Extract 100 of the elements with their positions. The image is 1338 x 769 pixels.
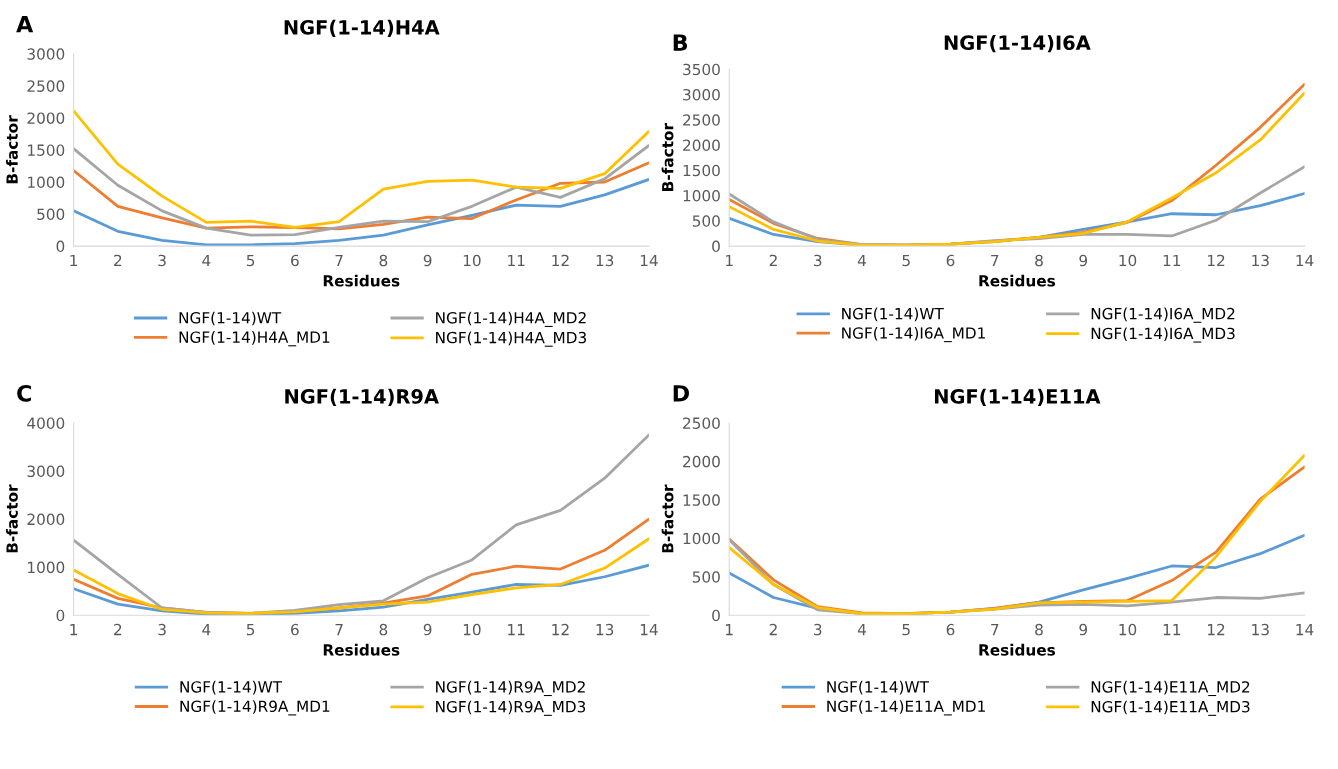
- x-tick-label: 1: [726, 624, 733, 636]
- x-tick-label: 10: [1119, 254, 1137, 267]
- y-axis-title: B-factor: [661, 123, 674, 191]
- x-tick-label: 5: [246, 624, 255, 636]
- x-tick-label: 2: [114, 254, 122, 267]
- y-tick-label: 2000: [683, 139, 720, 152]
- y-tick-label: 1000: [28, 561, 65, 574]
- y-tick-label: 3500: [683, 63, 720, 76]
- x-tick-label: 9: [423, 623, 432, 636]
- text: C: [17, 384, 31, 402]
- x-tick-label: 9: [1079, 254, 1088, 267]
- x-tick-label: 5: [902, 624, 910, 636]
- chart-title: NGF(1-14)I6A: [944, 35, 1091, 53]
- y-tick-label: 1500: [683, 164, 720, 177]
- y-tick-label: 2500: [27, 80, 65, 92]
- x-tick-label: 11: [508, 624, 525, 636]
- chart-title: NGF(1-14)R9A: [285, 388, 439, 407]
- x-tick-label: 11: [1163, 624, 1181, 636]
- x-tick-label: 2: [769, 623, 777, 636]
- x-tick-label: 8: [1035, 623, 1043, 636]
- x-tick-label: 5: [902, 254, 910, 267]
- x-tick-label: 4: [857, 254, 866, 267]
- x-tick-label: 12: [1207, 254, 1225, 267]
- legend-label: NGF(1-14)I6A_MD3: [1091, 327, 1235, 343]
- y-tick-label: 0: [712, 240, 720, 253]
- y-tick-label: 3000: [27, 48, 65, 60]
- x-tick-label: 1: [70, 624, 78, 636]
- x-tick-label: 13: [1252, 623, 1269, 636]
- x-axis-title: Residues: [979, 274, 1056, 287]
- x-tick-label: 3: [158, 623, 166, 636]
- x-tick-label: 10: [463, 254, 481, 267]
- y-tick-label: 1500: [28, 144, 65, 156]
- y-tick-label: 500: [692, 571, 720, 583]
- y-tick-label: 0: [712, 609, 720, 622]
- text: B: [673, 34, 688, 51]
- x-tick-label: 13: [596, 254, 614, 267]
- legend-label: NGF(1-14)I6A_MD2: [1091, 307, 1235, 323]
- x-tick-label: 1: [70, 254, 78, 267]
- x-tick-label: 4: [857, 624, 866, 636]
- legend-label: NGF(1-14)E11A_MD2: [1091, 680, 1250, 697]
- y-tick-label: 1000: [683, 532, 720, 545]
- legend-label: NGF(1-14)H4A_MD2: [436, 311, 586, 327]
- x-tick-label: 3: [814, 623, 822, 636]
- y-axis-title: B-factor: [661, 484, 674, 553]
- y-tick-label: 500: [692, 215, 720, 227]
- x-tick-label: 12: [552, 623, 569, 636]
- y-axis-title: B-factor: [6, 115, 18, 184]
- x-tick-label: 7: [335, 624, 343, 636]
- x-axis-title: Residues: [323, 274, 400, 287]
- x-tick-label: 13: [1252, 254, 1269, 267]
- y-tick-label: 0: [56, 609, 65, 622]
- x-tick-label: 6: [291, 254, 299, 267]
- x-tick-label: 14: [640, 254, 658, 267]
- x-tick-label: 7: [335, 254, 343, 267]
- legend-label: NGF(1-14)R9A_MD1: [180, 700, 330, 716]
- y-axis-title: B-factor: [6, 484, 18, 553]
- x-tick-label: 9: [1079, 623, 1088, 636]
- x-tick-label: 7: [991, 254, 999, 267]
- legend-label: NGF(1-14)WT: [842, 307, 944, 322]
- x-tick-label: 13: [596, 623, 614, 636]
- x-tick-label: 5: [246, 254, 255, 267]
- x-tick-label: 4: [202, 254, 211, 267]
- chart-title: NGF(1-14)E11A: [935, 388, 1101, 407]
- y-tick-label: 4000: [27, 417, 65, 429]
- x-tick-label: 2: [114, 623, 122, 636]
- y-tick-label: 3000: [27, 465, 65, 478]
- y-tick-label: 2000: [683, 455, 720, 468]
- y-tick-label: 2000: [27, 513, 65, 526]
- y-tick-label: 500: [37, 208, 65, 221]
- legend-label: NGF(1-14)H4A_MD1: [179, 331, 330, 347]
- y-tick-label: 2500: [683, 114, 720, 126]
- x-tick-label: 8: [379, 623, 388, 636]
- legend-label: NGF(1-14)R9A_MD2: [436, 680, 585, 697]
- legend-label: NGF(1-14)WT: [827, 680, 929, 695]
- legend-label: NGF(1-14)I6A_MD1: [842, 326, 985, 343]
- x-tick-label: 1: [726, 254, 733, 267]
- y-tick-label: 0: [56, 240, 65, 253]
- legend-label: NGF(1-14)E11A_MD1: [827, 700, 985, 716]
- x-tick-label: 10: [1119, 623, 1137, 636]
- y-tick-label: 2500: [683, 417, 720, 429]
- y-tick-label: 1000: [683, 190, 720, 202]
- x-tick-label: 2: [769, 254, 777, 267]
- x-tick-label: 12: [552, 254, 569, 267]
- legend-label: NGF(1-14)H4A_MD3: [436, 331, 586, 347]
- x-tick-label: 6: [291, 623, 299, 636]
- legend-label: NGF(1-14)R9A_MD3: [436, 700, 586, 716]
- text: D: [673, 385, 689, 402]
- legend-label: NGF(1-14)E11A_MD3: [1091, 700, 1250, 716]
- x-tick-label: 14: [640, 624, 658, 636]
- text: A: [16, 16, 34, 33]
- x-tick-label: 8: [1035, 254, 1043, 267]
- legend-label: NGF(1-14)WT: [179, 311, 282, 326]
- x-tick-label: 11: [1163, 254, 1181, 267]
- x-tick-label: 10: [463, 623, 481, 636]
- x-tick-label: 9: [423, 254, 432, 267]
- x-tick-label: 14: [1296, 624, 1314, 636]
- x-tick-label: 4: [202, 624, 211, 636]
- x-tick-label: 12: [1207, 623, 1225, 636]
- y-tick-label: 2000: [27, 112, 65, 124]
- x-tick-label: 11: [508, 254, 525, 267]
